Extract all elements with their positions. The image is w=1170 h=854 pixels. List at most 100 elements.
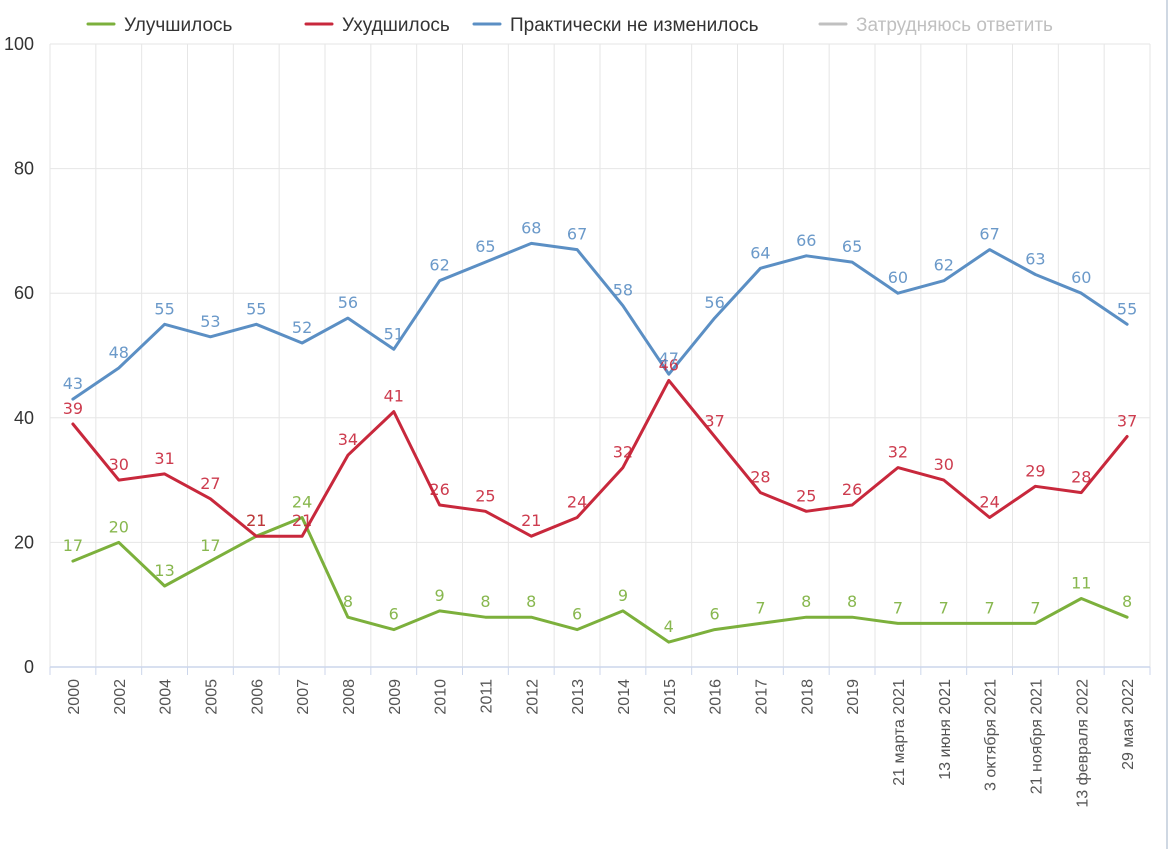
data-label: 64 [750, 243, 770, 262]
data-label: 63 [1025, 250, 1045, 269]
legend-item-2[interactable]: Практически не изменилось [472, 15, 759, 36]
series-line-0 [71, 516, 1129, 644]
data-label: 21 [246, 511, 266, 530]
data-label: 55 [1117, 299, 1137, 318]
data-label: 24 [979, 492, 999, 511]
data-label: 30 [934, 455, 954, 474]
legend-item-3[interactable]: Затрудняюсь ответить [818, 15, 1053, 36]
x-tick-label: 2009 [387, 679, 404, 715]
x-tick-label: 21 ноября 2021 [1028, 679, 1045, 794]
data-label: 6 [389, 605, 399, 624]
data-label: 24 [292, 492, 312, 511]
series-line-2 [71, 241, 1129, 401]
data-label: 43 [63, 374, 83, 393]
x-tick-label: 2000 [66, 679, 83, 715]
data-label: 7 [984, 598, 994, 617]
x-tick-label: 2005 [203, 679, 220, 715]
x-tick-label: 2015 [662, 679, 679, 715]
data-label: 37 [704, 411, 724, 430]
data-label: 68 [521, 218, 541, 237]
legend-label: Ухудшилось [342, 15, 450, 36]
legend: Улучшилось Ухудшилось Практически не измен… [86, 15, 1053, 36]
legend-label: Улучшилось [124, 15, 233, 36]
series-line-1 [71, 378, 1129, 538]
y-tick-label: 60 [14, 283, 34, 303]
data-label: 29 [1025, 461, 1045, 480]
y-tick-label: 40 [14, 408, 34, 428]
x-tick-label: 2008 [341, 679, 358, 715]
data-label: 39 [63, 399, 83, 418]
data-label: 9 [434, 586, 444, 605]
data-label: 46 [659, 355, 679, 374]
data-label: 48 [109, 343, 129, 362]
x-tick-label: 2006 [249, 679, 266, 715]
data-label: 28 [750, 468, 770, 487]
data-label: 37 [1117, 411, 1137, 430]
y-tick-label: 0 [24, 657, 34, 677]
data-label: 65 [475, 237, 495, 256]
data-label: 8 [480, 592, 490, 611]
x-tick-label: 13 июня 2021 [937, 679, 954, 780]
data-label: 13 [154, 561, 174, 580]
data-label: 56 [338, 293, 358, 312]
data-label: 62 [429, 256, 449, 275]
data-label: 4 [664, 617, 674, 636]
y-tick-label: 100 [4, 34, 34, 54]
data-label: 41 [384, 387, 404, 406]
y-tick-label: 20 [14, 532, 34, 552]
x-tick-label: 2012 [524, 679, 541, 715]
data-label: 21 [246, 511, 266, 530]
data-label: 20 [109, 517, 129, 536]
x-tick-label: 13 февраля 2022 [1074, 679, 1091, 808]
data-label: 67 [979, 225, 999, 244]
x-tick-label: 2002 [112, 679, 129, 715]
x-tick-label: 2017 [753, 679, 770, 715]
data-label: 17 [63, 536, 83, 555]
data-label: 8 [343, 592, 353, 611]
x-tick-label: 21 марта 2021 [891, 679, 908, 786]
data-label: 55 [154, 299, 174, 318]
x-tick-label: 2007 [295, 679, 312, 715]
data-label: 8 [526, 592, 536, 611]
data-label: 7 [1030, 598, 1040, 617]
data-label: 66 [796, 231, 816, 250]
data-label: 8 [801, 592, 811, 611]
data-label: 28 [1071, 468, 1091, 487]
data-label: 60 [888, 268, 908, 287]
x-tick-label: 2016 [708, 679, 725, 715]
y-axis: 0 20 40 60 80 100 [4, 34, 34, 677]
data-label: 60 [1071, 268, 1091, 287]
data-label: 8 [847, 592, 857, 611]
x-tick-label: 3 октября 2021 [983, 679, 1000, 791]
legend-item-1[interactable]: Ухудшилось [304, 15, 450, 36]
data-label: 26 [842, 480, 862, 499]
data-label: 30 [109, 455, 129, 474]
data-label: 55 [246, 299, 266, 318]
data-label: 51 [384, 324, 404, 343]
data-label: 21 [521, 511, 541, 530]
x-tick-label: 2004 [158, 679, 175, 715]
data-label: 6 [709, 605, 719, 624]
data-label: 52 [292, 318, 312, 337]
data-label: 53 [200, 312, 220, 331]
data-label: 67 [567, 225, 587, 244]
data-label: 65 [842, 237, 862, 256]
data-label: 32 [613, 443, 633, 462]
x-tick-label: 2011 [478, 679, 495, 714]
data-label: 58 [613, 281, 633, 300]
grid [49, 43, 1151, 667]
data-label: 7 [755, 598, 765, 617]
y-tick-label: 80 [14, 159, 34, 179]
x-tick-label: 2018 [799, 679, 816, 715]
data-label: 32 [888, 443, 908, 462]
data-label: 34 [338, 430, 358, 449]
legend-item-0[interactable]: Улучшилось [86, 15, 233, 36]
x-tick-label: 2014 [616, 679, 633, 715]
data-label: 7 [893, 598, 903, 617]
data-label: 21 [292, 511, 312, 530]
data-label: 7 [939, 598, 949, 617]
data-label: 6 [572, 605, 582, 624]
